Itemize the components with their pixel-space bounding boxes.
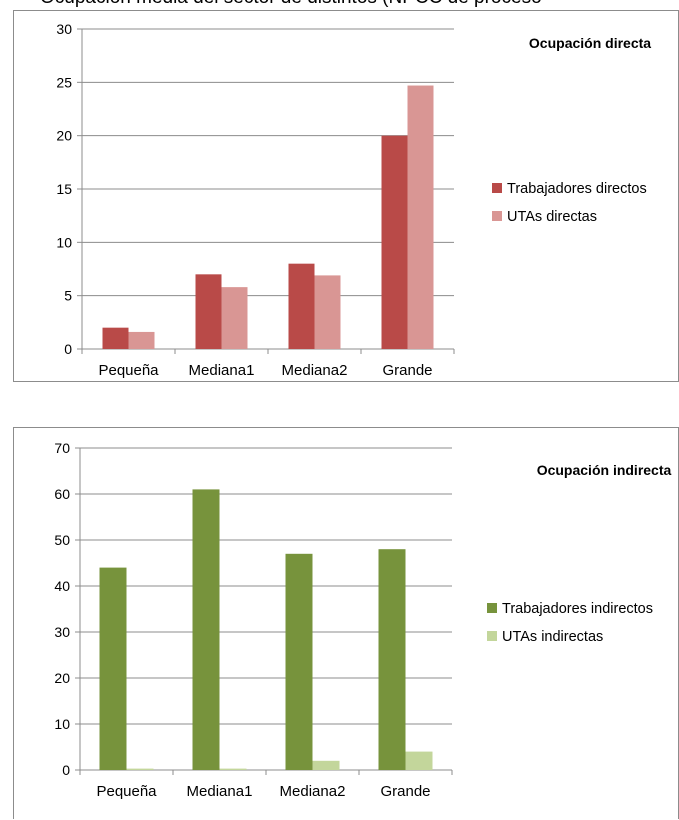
direct-legend-label: Trabajadores directos	[507, 181, 647, 197]
indirect-legend-label: UTAs indirectas	[502, 629, 603, 645]
direct-title: Ocupación directa	[529, 35, 651, 51]
direct-ytick-label: 5	[64, 288, 72, 304]
indirect-bar	[285, 553, 313, 770]
chart-direct: 0 5 10 15 20 25 30 Pequeña Mediana1 Mediana2 Grand…	[56, 21, 651, 379]
direct-bar	[195, 274, 222, 349]
indirect-ytick-label: 60	[54, 486, 70, 502]
indirect-ytick-label: 30	[54, 624, 70, 640]
direct-category-label: Mediana2	[282, 362, 348, 379]
direct-legend-label: UTAs directas	[507, 209, 597, 225]
direct-bar	[288, 263, 315, 349]
indirect-bar	[378, 549, 406, 770]
indirect-legend-swatch	[487, 631, 497, 641]
direct-ytick-label: 25	[56, 74, 72, 90]
direct-bar	[314, 275, 341, 349]
indirect-ytick-label: 10	[54, 716, 70, 732]
direct-bar	[102, 327, 129, 349]
indirect-ytick-label: 20	[54, 670, 70, 686]
indirect-ytick-label: 50	[54, 532, 70, 548]
direct-ytick-label: 20	[56, 128, 72, 144]
chart-indirect-panel: 0 10 20 30 40 50 60 70 Pequeña Mediana1 Mediana2 Gr…	[13, 427, 679, 819]
indirect-category-label: Mediana1	[187, 783, 253, 800]
direct-bar	[407, 85, 434, 350]
indirect-bar	[192, 489, 220, 770]
indirect-legend-swatch	[487, 603, 497, 613]
direct-ytick-label: 30	[56, 21, 72, 37]
direct-ytick-label: 10	[56, 234, 72, 250]
chart-direct-panel: 0 5 10 15 20 25 30 Pequeña Mediana1 Mediana2 Grand…	[13, 10, 679, 382]
chart-indirect: 0 10 20 30 40 50 60 70 Pequeña Mediana1 Mediana2 Gr…	[54, 440, 672, 800]
indirect-legend-label: Trabajadores indirectos	[502, 601, 653, 617]
indirect-bar	[219, 768, 247, 770]
direct-category-label: Pequeña	[98, 362, 159, 379]
direct-legend-swatch	[492, 183, 502, 193]
indirect-category-label: Grande	[380, 783, 430, 800]
indirect-ytick-label: 0	[62, 762, 70, 778]
indirect-category-label: Pequeña	[96, 783, 157, 800]
direct-category-label: Grande	[382, 362, 432, 379]
direct-category-label: Mediana1	[189, 362, 255, 379]
indirect-category-label: Mediana2	[280, 783, 346, 800]
indirect-ytick-label: 40	[54, 578, 70, 594]
indirect-title: Ocupación indirecta	[537, 462, 672, 478]
indirect-bar	[99, 567, 127, 770]
indirect-bar	[312, 760, 340, 770]
indirect-ytick-label: 70	[54, 440, 70, 456]
indirect-bar	[405, 751, 433, 770]
direct-ytick-label: 15	[56, 181, 72, 197]
indirect-bar	[126, 768, 154, 770]
direct-bar	[128, 331, 155, 349]
direct-legend-swatch	[492, 211, 502, 221]
page-caption: Ocupación media del sector de distintos …	[40, 0, 542, 9]
direct-ytick-label: 0	[64, 341, 72, 357]
direct-bar	[221, 287, 248, 349]
direct-bar	[381, 135, 408, 349]
